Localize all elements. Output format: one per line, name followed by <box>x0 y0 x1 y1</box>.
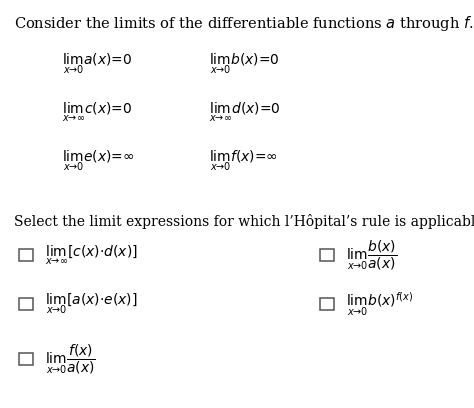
Text: $\lim_{x \to 0} \dfrac{b(x)}{a(x)}$: $\lim_{x \to 0} \dfrac{b(x)}{a(x)}$ <box>346 238 397 272</box>
Text: $\lim_{x \to \infty} c(x) = 0$: $\lim_{x \to \infty} c(x) = 0$ <box>62 101 132 124</box>
Text: Select the limit expressions for which l’Hôpital’s rule is applicable.: Select the limit expressions for which l… <box>14 214 474 229</box>
Text: $\lim_{x \to 0} f(x) = \infty$: $\lim_{x \to 0} f(x) = \infty$ <box>209 149 277 173</box>
Text: $\lim_{x \to 0} \dfrac{f(x)}{a(x)}$: $\lim_{x \to 0} \dfrac{f(x)}{a(x)}$ <box>45 342 96 376</box>
Bar <box>320 298 334 310</box>
Bar <box>320 249 334 261</box>
Text: $\lim_{x \to \infty} [c(x) \cdot d(x)]$: $\lim_{x \to \infty} [c(x) \cdot d(x)]$ <box>45 244 138 266</box>
Bar <box>19 298 33 310</box>
Text: Consider the limits of the differentiable functions $a$ through $f$.: Consider the limits of the differentiabl… <box>14 14 474 33</box>
Text: $\lim_{x \to 0} e(x) = \infty$: $\lim_{x \to 0} e(x) = \infty$ <box>62 149 134 173</box>
Text: $\lim_{x \to \infty} d(x) = 0$: $\lim_{x \to \infty} d(x) = 0$ <box>209 101 280 124</box>
Text: $\lim_{x \to 0} b(x) = 0$: $\lim_{x \to 0} b(x) = 0$ <box>209 51 279 75</box>
Text: $\lim_{x \to 0} a(x) = 0$: $\lim_{x \to 0} a(x) = 0$ <box>62 51 132 75</box>
Text: $\lim_{x \to 0} b(x)^{f(x)}$: $\lim_{x \to 0} b(x)^{f(x)}$ <box>346 290 413 318</box>
Bar <box>19 353 33 365</box>
Text: $\lim_{x \to 0} [a(x) \cdot e(x)]$: $\lim_{x \to 0} [a(x) \cdot e(x)]$ <box>45 292 137 316</box>
Bar <box>19 249 33 261</box>
